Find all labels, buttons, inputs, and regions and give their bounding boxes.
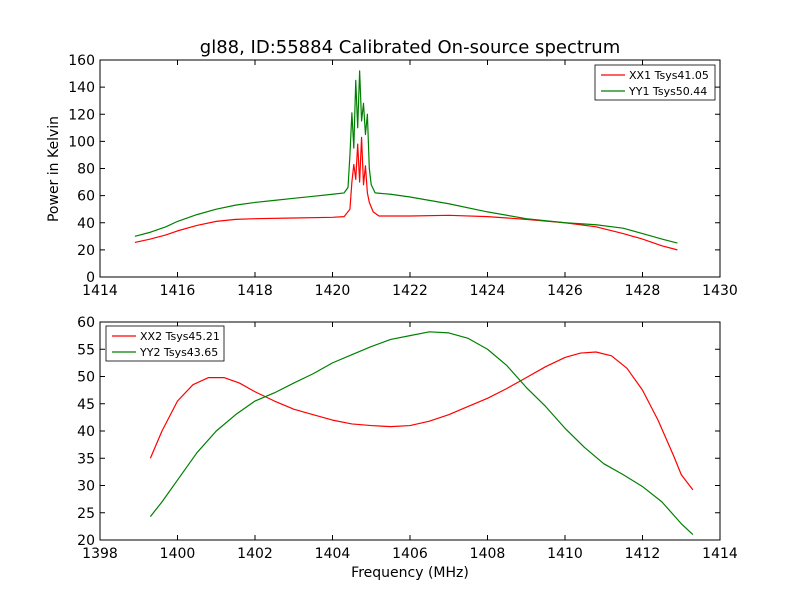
bottom-x-axis-label: Frequency (MHz) [351, 565, 469, 581]
bottom-x-tick-label: 1414 [702, 546, 738, 562]
top-x-tick-label: 1414 [82, 283, 118, 299]
bottom-legend: XX2 Tsys45.21 YY2 Tsys43.65 [105, 325, 225, 362]
bottom-y-tick-label: 30 [77, 479, 95, 495]
top-y-tick-label: 20 [77, 243, 95, 259]
bottom-y-tick-label: 50 [77, 370, 95, 386]
top-legend-label-1: XX1 Tsys41.05 [629, 69, 709, 82]
top-series-2-line [134, 70, 678, 244]
bottom-y-tick-label: 45 [77, 397, 95, 413]
top-y-tick-label: 120 [68, 107, 95, 123]
top-y-tick-label: 60 [77, 189, 95, 205]
bottom-series-1-line [149, 351, 694, 491]
bottom-y-tick-label: 40 [77, 424, 95, 440]
top-x-tick-label: 1428 [625, 283, 661, 299]
bottom-y-tick-label: 60 [77, 315, 95, 331]
top-x-tick-label: 1430 [702, 283, 738, 299]
top-legend-label-2: YY1 Tsys50.44 [628, 85, 707, 98]
top-y-tick-label: 40 [77, 216, 95, 232]
top-y-tick-label: 0 [86, 270, 95, 286]
top-y-tick-label: 100 [68, 134, 95, 150]
top-x-tick-label: 1418 [237, 283, 273, 299]
top-x-tick-label: 1420 [315, 283, 351, 299]
top-x-tick-label: 1424 [470, 283, 506, 299]
top-x-tick-label: 1422 [392, 283, 428, 299]
top-y-axis-label: Power in Kelvin [46, 116, 62, 222]
bottom-y-tick-label: 35 [77, 451, 95, 467]
bottom-legend-label-2: YY2 Tsys43.65 [139, 346, 218, 359]
top-x-tick-label: 1416 [160, 283, 196, 299]
chart-title: gl88, ID:55884 Calibrated On-source spec… [200, 37, 620, 58]
bottom-x-tick-label: 1400 [160, 546, 196, 562]
bottom-legend-label-1: XX2 Tsys45.21 [140, 330, 220, 343]
bottom-x-tick-label: 1412 [625, 546, 661, 562]
bottom-legend-box [105, 325, 225, 362]
bottom-x-tick-label: 1398 [82, 546, 118, 562]
top-plot-area: 1414 1416 1418 1420 1422 1424 1426 1428 1430 0 20 4… [68, 53, 738, 299]
bottom-series-2-line [149, 331, 694, 535]
bottom-x-tick-label: 1402 [237, 546, 273, 562]
bottom-x-tick-label: 1408 [470, 546, 506, 562]
top-y-tick-label: 160 [68, 53, 95, 69]
bottom-x-tick-label: 1410 [547, 546, 583, 562]
top-y-tick-label: 80 [77, 162, 95, 178]
top-x-tick-label: 1426 [547, 283, 583, 299]
bottom-y-tick-label: 25 [77, 506, 95, 522]
top-legend: XX1 Tsys41.05 YY1 Tsys50.44 [594, 64, 716, 101]
top-y-tick-label: 140 [68, 80, 95, 96]
bottom-y-tick-label: 55 [77, 342, 95, 358]
bottom-plot-area: 1398 1400 1402 1404 1406 1408 1410 1412 1414 20 25… [77, 315, 738, 562]
bottom-x-tick-label: 1406 [392, 546, 428, 562]
bottom-x-tick-label: 1404 [315, 546, 351, 562]
bottom-y-tick-label: 20 [77, 533, 95, 549]
top-legend-box [594, 64, 716, 101]
